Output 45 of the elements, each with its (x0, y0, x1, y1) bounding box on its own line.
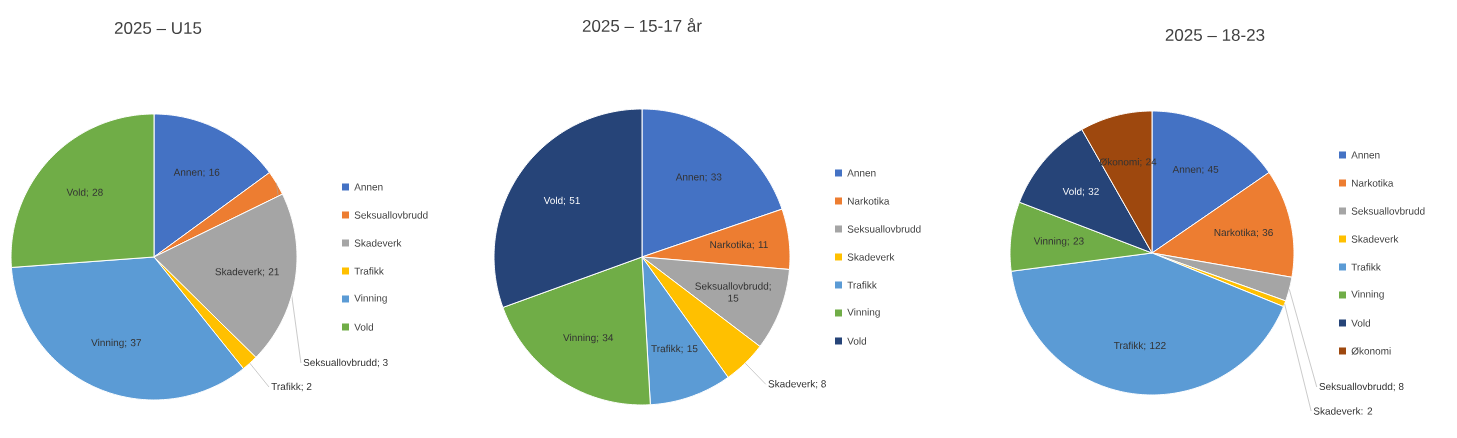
legend-label: Seksuallovbrudd (354, 211, 428, 219)
legend-label: Annen (847, 169, 876, 177)
legend-label: Skadeverk (1351, 235, 1399, 243)
legend-label: Annen (354, 183, 383, 191)
legend-label: Vinning (1351, 290, 1384, 300)
data-label: Skadeverk: 2 (1313, 407, 1373, 415)
chart-title: 2025 – U15 (114, 21, 202, 35)
legend-label: Seksuallovbrudd (1351, 207, 1425, 215)
data-label: Økonomi; 24 (1099, 158, 1157, 167)
data-label: Annen; 33 (675, 173, 722, 182)
data-label: Annen; 16 (173, 168, 220, 177)
data-label: Seksuallovbrudd; 3 (303, 358, 388, 368)
legend-label: Trafikk (847, 281, 877, 289)
legend-label: Vold (354, 323, 374, 331)
data-label: Narkotika; 36 (1214, 228, 1273, 238)
data-label: Vold; 51 (543, 196, 580, 206)
data-label: Skadeverk; 8 (768, 380, 826, 389)
data-label: Vold; 28 (66, 188, 103, 198)
data-label: Trafikk; 2 (271, 382, 312, 392)
legend-label: Annen (1351, 151, 1380, 159)
legend-label: Seksuallovbrudd (847, 225, 921, 233)
data-label: Skadeverk; 21 (215, 267, 279, 277)
legend-label: Narkotika (1352, 179, 1394, 187)
legend-label: Narkotika (848, 197, 890, 205)
data-label: Trafikk; 122 (1113, 341, 1166, 351)
data-label: Annen; 45 (1172, 165, 1219, 175)
legend-label: Trafikk (1351, 263, 1381, 271)
legend-label: Skadeverk (847, 253, 895, 261)
legend-label: Vinning (354, 294, 387, 304)
legend-label: Vold (1351, 319, 1371, 327)
legend-label: Vinning (847, 308, 880, 318)
data-label: Vinning; 23 (1033, 237, 1084, 247)
legend-label: Skadeverk (354, 239, 402, 247)
data-label: Seksuallovbrudd; 8 (1319, 382, 1404, 392)
chart-title: 2025 – 18-23 (1165, 28, 1265, 42)
data-label: Vinning; 34 (563, 333, 614, 344)
data-label: Vold; 32 (1062, 187, 1099, 197)
chart-title: 2025 – 15-17 år (582, 18, 702, 32)
legend-label: Vold (847, 337, 867, 345)
legend-label: Økonomi (1351, 347, 1391, 355)
data-label: Seksuallovbrudd; 15 (695, 282, 771, 302)
data-label: Narkotika; 11 (710, 240, 768, 250)
data-label: Vinning; 37 (91, 338, 142, 349)
legend-label: Trafikk (354, 267, 384, 275)
data-label: Trafikk; 15 (651, 344, 698, 354)
